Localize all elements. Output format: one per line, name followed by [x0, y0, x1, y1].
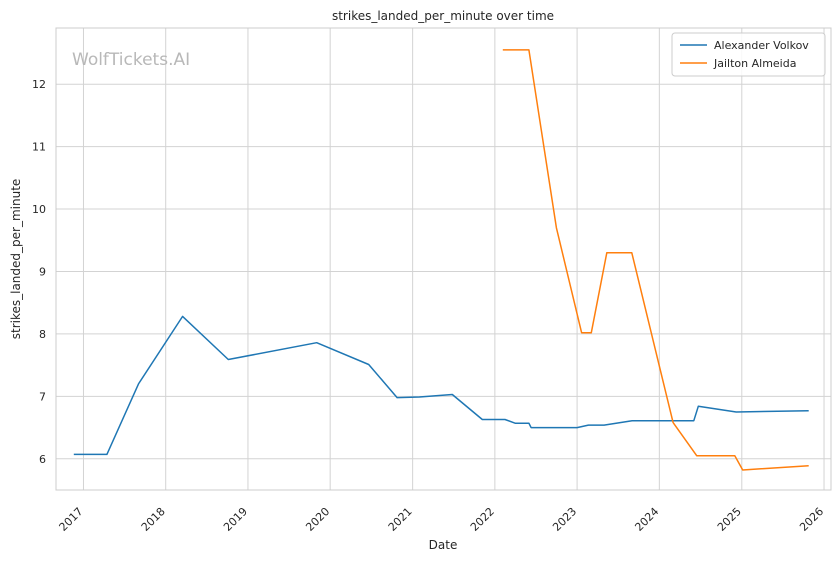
legend-label-volkov: Alexander Volkov [714, 39, 809, 52]
grid [56, 28, 831, 490]
watermark: WolfTickets.AI [72, 50, 190, 70]
y-axis-ticks: 6 7 8 9 10 11 12 [32, 78, 46, 466]
y-tick-label: 7 [39, 390, 46, 403]
legend: Alexander Volkov Jailton Almeida [671, 32, 826, 77]
chart-title: strikes_landed_per_minute over time [332, 9, 554, 23]
y-tick-label: 8 [39, 328, 46, 341]
y-tick-label: 9 [39, 265, 46, 278]
plot-frame [55, 27, 832, 491]
series-line-almeida [502, 49, 809, 471]
y-tick-label: 6 [39, 453, 46, 466]
legend-box [671, 32, 826, 77]
legend-label-almeida: Jailton Almeida [713, 57, 796, 70]
y-tick-label: 10 [32, 203, 46, 216]
series-line-volkov [73, 315, 809, 456]
x-axis-title: Date [429, 538, 458, 552]
y-tick-label: 12 [32, 78, 46, 91]
series-layer [73, 49, 809, 471]
y-axis-title: strikes_landed_per_minute [9, 179, 23, 340]
y-tick-label: 11 [32, 141, 46, 154]
